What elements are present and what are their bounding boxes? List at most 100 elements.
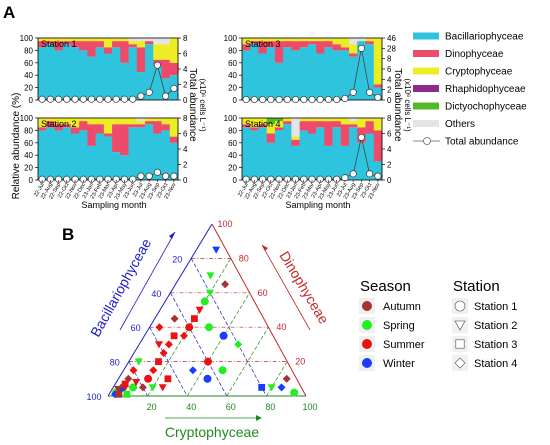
bar-segment [340,47,350,51]
bar-segment [136,124,146,128]
bar-segment [79,121,88,131]
right-tick-label: 2 [387,86,392,95]
left-tick-label: 20 [24,164,33,173]
station-panel: Station 20204060801000246822-Jul22-Aug22… [20,114,188,201]
bar-segment [316,118,325,122]
bar-segment [136,41,146,48]
right-tick-label: 4 [183,65,188,74]
bar-segment [349,56,358,100]
bar-segment [136,127,146,180]
bar-segment [291,136,300,140]
bar-segment [307,121,317,134]
total-abundance-point [324,95,333,104]
season-legend-marker [362,301,372,311]
bar-segment [242,38,251,45]
total-abundance-point [153,61,161,69]
bar-segment [373,161,383,180]
total-abundance-point [291,95,300,104]
bar-segment [349,44,358,54]
left-tick-label: 0 [233,96,238,105]
total-abundance-point [112,175,120,183]
total-abundance-point [71,175,79,183]
season-legend-item: Winter [359,355,415,371]
right-axis-title: Dinophyceae [276,248,332,326]
bacillariophyceae-tick-label: 60 [131,323,141,333]
cryptophyceae-tick-label: 80 [265,402,275,412]
cryptophyceae-gridline [266,361,288,397]
bar-segment [128,118,138,125]
total-abundance-point [250,175,258,183]
bar-segment [128,127,138,180]
bar-segment [161,44,171,60]
right-tick-label: 0 [183,176,188,185]
legend-swatch [413,85,439,92]
station-legend-label: Station 3 [474,339,517,351]
season-legend-label: Summer [383,339,425,351]
bar-segment [340,124,350,146]
ternary-point [170,314,179,323]
season-legend-label: Winter [383,358,415,370]
bar-segment [373,38,383,85]
station-title: Station 2 [41,119,77,129]
bar-segment [324,41,333,48]
bar-segment [54,38,64,42]
station-legend-label: Station 2 [474,320,517,332]
station-legend-marker [454,320,466,331]
bar-segment [266,133,276,143]
station-legend-marker [455,339,465,349]
dinophyceae-tick-label: 100 [217,219,232,229]
total-abundance-point [120,95,129,103]
bar-segment [95,118,105,125]
legend-swatch [413,102,439,110]
ternary-point [191,315,198,322]
ternary-point [219,331,228,340]
legend-label: Rhaphidophyceae [445,84,526,95]
bar-segment [349,124,358,128]
ternary-point [123,390,131,398]
bar-segment [54,41,64,51]
bar-segment [95,133,105,180]
total-abundance-point [300,95,308,104]
ternary-plot: 202020404040606060808080100100100Bacilla… [86,219,332,440]
right-axis-units-left: (x10⁶ cells L⁻¹) [198,78,207,132]
legend-label: Bacillariophyceae [445,32,524,43]
right-tick-label: 0 [183,96,188,105]
bar-segment [250,127,259,131]
bar-segment [365,44,375,100]
bar-segment [38,118,47,128]
right-tick-label: 2 [183,161,188,170]
bar-segment [161,124,171,131]
right-axis-units-right: (x10⁶ cells L⁻¹) [403,78,412,132]
total-abundance-point [145,88,153,96]
ternary-point [121,380,129,388]
bar-segment [153,133,162,180]
bacillariophyceae-gridline [128,361,148,397]
bar-segment [332,118,342,122]
ternary-point [195,306,204,314]
bar-segment [87,118,96,125]
bar-segment [79,38,88,42]
bar-segment [62,118,72,125]
bar-segment [283,118,292,122]
total-abundance-point [170,172,178,180]
bar-segment [161,118,171,125]
bar-segment [38,41,47,48]
bar-segment [87,124,96,146]
ternary-point [258,384,266,391]
total-abundance-point [267,175,275,183]
total-abundance-point [275,95,283,104]
total-abundance-point [137,92,145,100]
bar-segment [291,118,300,137]
bar-segment [161,38,171,45]
total-abundance-point [104,175,112,183]
total-abundance-point [341,94,349,103]
station-panel: Station 1 0 20 40 60 80 100 0 2 4 6 8 [20,34,188,105]
ternary-point [218,366,227,375]
left-tick-label: 60 [24,59,33,68]
left-tick-label: 40 [228,151,237,160]
bar-segment [316,127,325,180]
left-tick-label: 40 [228,71,237,80]
bar-segment [120,62,129,100]
